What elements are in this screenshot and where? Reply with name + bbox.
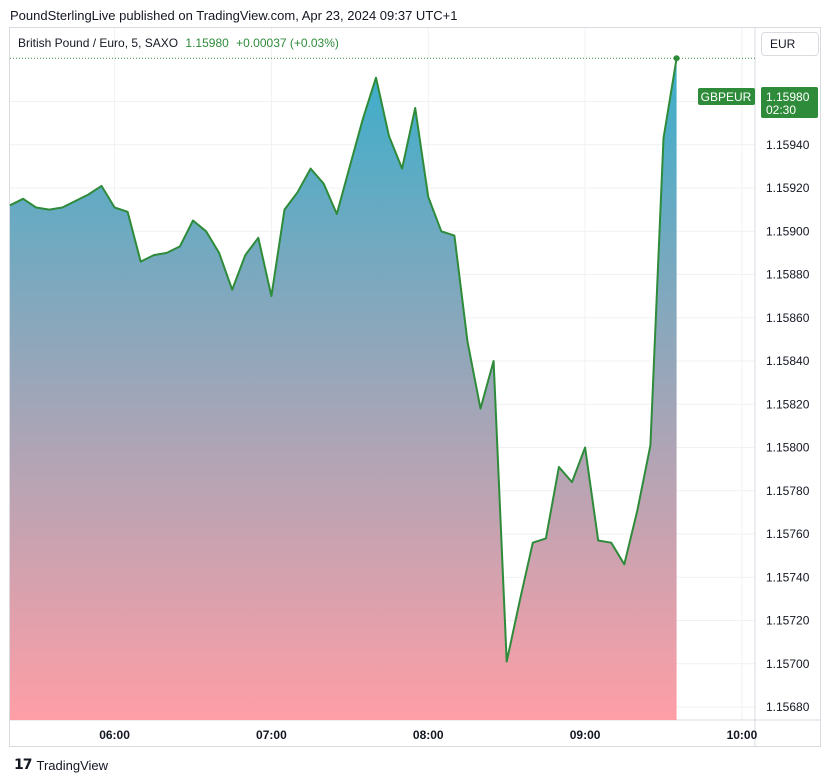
footer-brand-label: TradingView: [36, 757, 109, 773]
price-tick-label: 1.15700: [766, 657, 810, 671]
price-tick-label: 1.15720: [766, 614, 810, 628]
publisher-line: PoundSterlingLive published on TradingVi…: [10, 8, 458, 23]
time-axis: 06:00 07:00 08:00 09:00 10:00: [99, 728, 757, 742]
price-tick-label: 1.15740: [766, 570, 810, 584]
time-tick-label: 07:00: [256, 728, 287, 742]
time-tick-label: 06:00: [99, 728, 130, 742]
last-price-dot: [673, 55, 680, 62]
time-tick-label: 08:00: [413, 728, 444, 742]
price-area-fill: [10, 58, 677, 721]
tradingview-logo-icon: 17: [14, 757, 33, 773]
price-tick-label: 1.15840: [766, 354, 810, 368]
price-tick-label: 1.15780: [766, 484, 810, 498]
time-tick-label: 10:00: [727, 728, 758, 742]
price-tick-label: 1.15920: [766, 181, 810, 195]
price-tick-label: 1.15940: [766, 138, 810, 152]
legend-last-value: 1.15980: [185, 36, 229, 50]
price-tag-value: 1.15980: [766, 90, 810, 104]
time-tick-label: 09:00: [570, 728, 601, 742]
price-tag-countdown: 02:30: [766, 103, 796, 117]
symbol-tag: GBPEUR: [698, 88, 755, 105]
price-tick-label: 1.15760: [766, 527, 810, 541]
price-tick-label: 1.15800: [766, 441, 810, 455]
price-tick-label: 1.15680: [766, 700, 810, 714]
price-axis: 1.159601.159401.159201.159001.158801.158…: [766, 95, 810, 715]
price-tick-label: 1.15880: [766, 268, 810, 282]
chart-frame: [9, 27, 821, 747]
symbol-tag-label: GBPEUR: [701, 90, 752, 104]
symbol-legend: British Pound / Euro, 5, SAXO 1.15980 +0…: [18, 36, 339, 50]
legend-change: +0.00037 (+0.03%): [236, 36, 339, 50]
price-tick-label: 1.15900: [766, 224, 810, 238]
footer-brand[interactable]: 17 TradingView: [14, 757, 108, 773]
price-line: [9, 58, 678, 663]
price-tick-label: 1.15820: [766, 397, 810, 411]
price-tick-label: 1.15860: [766, 311, 810, 325]
symbol-description: British Pound / Euro, 5, SAXO: [18, 36, 179, 50]
currency-button[interactable]: EUR: [761, 32, 819, 56]
price-tag: 1.15980 02:30: [761, 87, 818, 118]
